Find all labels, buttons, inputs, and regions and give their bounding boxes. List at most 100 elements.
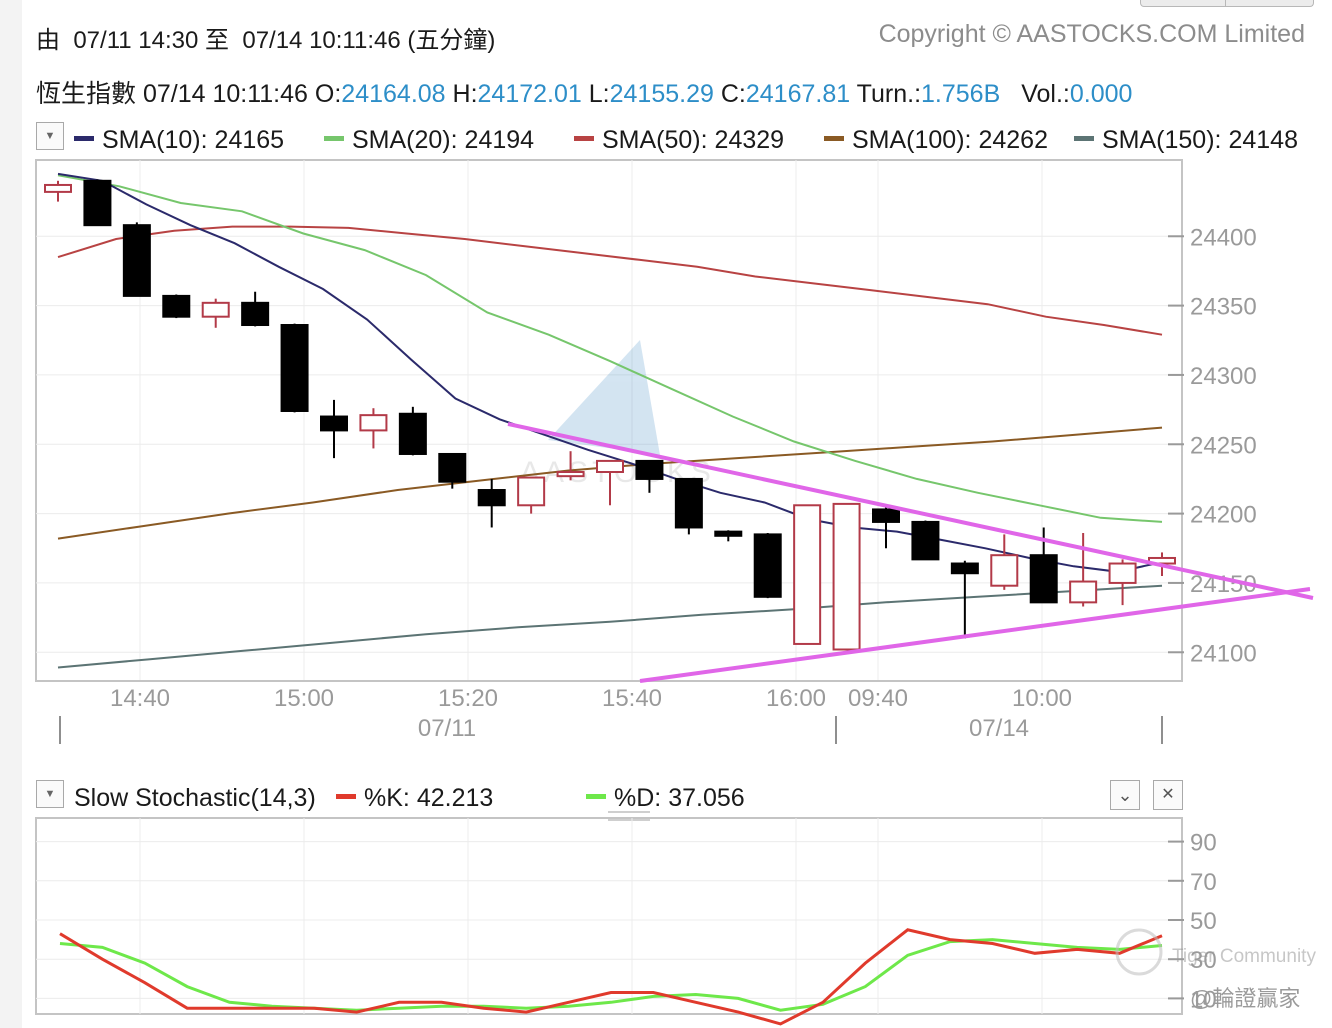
stochastic-grid	[36, 818, 1182, 1014]
candle-15	[635, 459, 664, 493]
handle-watermark: @輪證贏家	[1190, 986, 1300, 1011]
candle-18	[753, 533, 782, 599]
price-tick-label-6: 24400	[1190, 224, 1257, 251]
legend-sma100-value: 24262	[978, 126, 1048, 154]
turnover-label: Turn.:	[856, 80, 922, 108]
candle-22	[911, 520, 940, 561]
legend-k: %K: 42.213	[336, 784, 493, 813]
candle-7	[320, 399, 348, 459]
high-label: H:	[452, 80, 478, 108]
legend-sma10-swatch	[74, 135, 94, 141]
candle-20	[832, 502, 861, 651]
high-value: 24172.01	[477, 80, 582, 108]
candles	[44, 179, 1176, 651]
range-header: 由 07/11 14:30 至 07/14 10:11:46 (五分鐘) Cop…	[36, 18, 1308, 54]
candle-body-11	[477, 489, 506, 507]
candle-9	[398, 406, 427, 456]
candle-body-5	[241, 301, 270, 327]
candle-body-23	[950, 562, 979, 575]
time-tick-label-6: 10:00	[1012, 685, 1072, 712]
tiger-watermark: Tiger Community	[1115, 928, 1316, 976]
candle-body-17	[714, 530, 743, 537]
price-tick-label-2: 24200	[1190, 502, 1257, 529]
candle-21	[872, 506, 900, 549]
candle-body-0	[44, 183, 72, 193]
time-range-label: 由 07/11 14:30 至 07/14 10:11:46 (五分鐘)	[36, 27, 496, 54]
legend-sma150: SMA(150): 24148	[1074, 126, 1298, 155]
candle-24	[990, 534, 1019, 590]
volume-label: Vol.:	[1021, 80, 1070, 108]
price-tick-label-4: 24300	[1190, 363, 1257, 390]
candle-body-16	[674, 477, 703, 529]
legend-d-value: 37.056	[668, 784, 745, 812]
stochastic-dropdown-icon[interactable]: ▼	[36, 780, 64, 808]
legend-sma50-swatch	[574, 135, 594, 141]
legend-sma20-swatch	[324, 135, 344, 141]
legend-sma50-value: 24329	[714, 126, 785, 154]
time-tick-label-3: 15:40	[602, 685, 662, 712]
candle-body-13	[556, 471, 585, 478]
candle-3	[162, 294, 191, 319]
quote-time: 07/14 10:11:46	[142, 80, 308, 108]
close-panel-icon[interactable]: ✕	[1153, 780, 1183, 810]
k-line	[59, 928, 1163, 1026]
stochastic-title: Slow Stochastic(14,3)	[74, 784, 316, 812]
legend-sma50: SMA(50): 24329	[574, 126, 784, 155]
sma150-line	[57, 584, 1163, 669]
legend-sma20-label: SMA(20)	[352, 126, 451, 154]
price-chart-dropdown-icon[interactable]: ▼	[36, 122, 64, 150]
legend-d-swatch	[586, 793, 606, 799]
legend-sma150-value: 24148	[1228, 126, 1298, 154]
d-line	[59, 938, 1163, 1012]
candle-body-3	[162, 294, 191, 318]
candle-body-10	[438, 452, 467, 483]
candle-2	[122, 222, 151, 297]
tiger-logo-icon	[1115, 928, 1163, 976]
sma20-line	[57, 174, 1163, 523]
candle-4	[201, 298, 230, 328]
legend-sma10-value: 24165	[214, 126, 285, 154]
candle-12	[517, 476, 546, 514]
candle-body-2	[122, 224, 151, 297]
time-tick-label-2: 15:20	[438, 685, 498, 712]
candle-19	[793, 504, 822, 645]
candle-body-18	[753, 533, 782, 598]
candle-body-25	[1029, 554, 1058, 604]
sma-lines	[57, 172, 1163, 669]
top-button-group[interactable]	[1140, 0, 1314, 7]
candle-27	[1108, 559, 1137, 606]
stoch-tick-label-0: 10	[1190, 986, 1217, 1013]
candle-11	[477, 478, 506, 528]
lower-trendline	[639, 587, 1311, 683]
legend-k-label: %K	[364, 784, 403, 812]
legend-sma150-swatch	[1074, 135, 1094, 141]
candle-body-7	[320, 415, 348, 432]
candle-14	[596, 459, 624, 506]
candle-body-15	[635, 459, 664, 480]
volume-value: 0.000	[1069, 80, 1133, 108]
open-label: O:	[314, 80, 342, 108]
upper-trendline	[507, 422, 1314, 600]
date-label-0: 07/11	[418, 715, 476, 742]
candle-body-27	[1108, 562, 1137, 584]
time-tick-label-0: 14:40	[110, 685, 170, 712]
stochastic-plot-frame	[35, 817, 1183, 1015]
price-tick-label-5: 24350	[1190, 294, 1257, 321]
trendlines	[507, 422, 1314, 683]
candle-body-19	[793, 504, 822, 645]
stoch-tick-label-3: 70	[1190, 869, 1217, 896]
legend-sma150-label: SMA(150)	[1102, 126, 1215, 154]
date-label-1: 07/14	[969, 715, 1029, 742]
price-x-axis: 14:40 15:00 15:20 15:40 16:00 09:40 10:00 07/11…	[59, 685, 1163, 744]
page-gutter	[0, 0, 22, 1028]
candle-23	[950, 560, 979, 639]
candle-0	[44, 180, 72, 202]
candle-6	[280, 323, 309, 413]
legend-sma100-swatch	[824, 135, 844, 141]
collapse-chevron-icon[interactable]: ⌄	[1110, 780, 1140, 810]
copyright-text: Copyright © AASTOCKS.COM Limited	[878, 20, 1305, 48]
low-label: L:	[588, 80, 610, 108]
open-value: 24164.08	[341, 80, 446, 108]
